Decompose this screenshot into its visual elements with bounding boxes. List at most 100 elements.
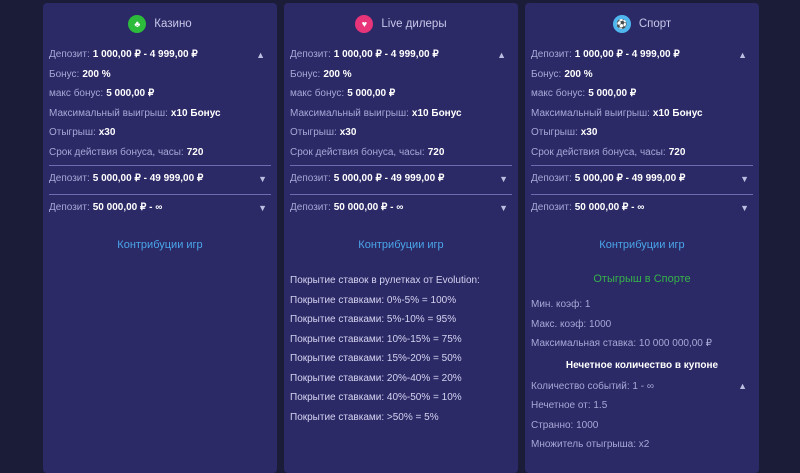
coverage-row: Покрытие ставками: 10%-15% = 75% <box>290 333 462 345</box>
card-title: Казино <box>154 18 192 30</box>
tier-1-header[interactable]: Депозит: 1 000,00 ₽ - 4 999,00 ₽ ▲ <box>284 45 518 65</box>
detail-value: 720 <box>668 146 686 158</box>
deposit-label: Депозит: <box>290 173 331 184</box>
detail-label: макс бонус: <box>290 88 345 100</box>
tier3-header[interactable]: Депозит: 50 000,00 ₽ - ∞ ▼ <box>531 194 753 220</box>
coverage-row: Покрытие ставками: >50% = 5% <box>290 411 439 423</box>
game-contributions-link[interactable]: Контрибуции игр <box>117 239 203 251</box>
detail-label: Отыгрыш: <box>49 127 96 139</box>
tier-detail-row: Бонус: 200 % <box>43 65 277 85</box>
live-dealer-icon: ♥ <box>355 15 374 33</box>
detail-label: Срок действия бонуса, часы: <box>290 146 425 158</box>
detail-label: Бонус: <box>49 68 80 80</box>
detail-label: Максимальный выигрыш: <box>531 107 650 119</box>
odd-row: Множитель отыгрыша: x2 <box>525 435 759 455</box>
deposit-value: 5 000,00 ₽ - 49 999,00 ₽ <box>333 173 445 184</box>
detail-value: 720 <box>427 146 445 158</box>
casino-chip-icon: ♣ <box>128 15 147 33</box>
tier-detail-row: макс бонус: 5 000,00 ₽ <box>43 84 277 104</box>
deposit-value: 1 000,00 ₽ - 4 999,00 ₽ <box>333 49 439 61</box>
bonus-card-0: ♣ Казино Депозит: 1 000,00 ₽ - 4 999,00 ₽… <box>43 3 277 473</box>
deposit-label: Депозит: <box>531 49 572 61</box>
coverage-row: Покрытие ставками: 40%-50% = 10% <box>290 392 462 404</box>
chevron-down-icon[interactable]: ▼ <box>740 202 749 213</box>
chevron-down-icon[interactable]: ▼ <box>258 173 267 184</box>
tier-detail-row: Срок действия бонуса, часы: 720 <box>525 143 759 163</box>
tier3-header[interactable]: Депозит: 50 000,00 ₽ - ∞ ▼ <box>49 194 271 220</box>
detail-label: Отыгрыш: <box>290 127 337 139</box>
tier-detail-row: Отыгрыш: x30 <box>43 123 277 143</box>
detail-label: макс бонус: <box>531 88 586 100</box>
sport-wager-title: Отыгрыш в Спорте <box>593 273 691 285</box>
card-title: Спорт <box>638 18 672 30</box>
tier-detail-row: Максимальный выигрыш: x10 Бонус <box>43 104 277 124</box>
soccer-ball-icon: ⚽ <box>612 15 631 33</box>
odd-row[interactable]: Количество событий: 1 - ∞ ▲ <box>525 377 759 397</box>
card-header: ♥ Live дилеры <box>284 3 518 45</box>
deposit-value: 5 000,00 ₽ - 49 999,00 ₽ <box>92 173 204 184</box>
chevron-up-icon[interactable]: ▲ <box>738 49 747 60</box>
sport-row: Макс. коэф: 1000 <box>531 318 612 330</box>
detail-label: Срок действия бонуса, часы: <box>49 146 184 158</box>
deposit-value: 1 000,00 ₽ - 4 999,00 ₽ <box>574 49 680 61</box>
deposit-label: Депозит: <box>49 173 90 184</box>
tier2-header[interactable]: Депозит: 5 000,00 ₽ - 49 999,00 ₽ ▼ <box>49 165 271 191</box>
tier-detail-row: макс бонус: 5 000,00 ₽ <box>284 84 518 104</box>
tier-detail-row: Максимальный выигрыш: x10 Бонус <box>284 104 518 124</box>
card-header: ⚽ Спорт <box>525 3 759 45</box>
detail-label: Максимальный выигрыш: <box>290 107 409 119</box>
card-title: Live дилеры <box>381 18 447 30</box>
odd-row-text: Странно: 1000 <box>531 419 599 431</box>
detail-label: Бонус: <box>290 68 321 80</box>
bonus-card-1: ♥ Live дилеры Депозит: 1 000,00 ₽ - 4 999… <box>284 3 518 473</box>
tier-detail-row: Бонус: 200 % <box>284 65 518 85</box>
odd-row: Странно: 1000 <box>525 416 759 436</box>
chevron-down-icon[interactable]: ▼ <box>499 173 508 184</box>
card-header: ♣ Казино <box>43 3 277 45</box>
deposit-value: 1 000,00 ₽ - 4 999,00 ₽ <box>92 49 198 61</box>
deposit-label: Депозит: <box>531 202 572 213</box>
detail-value: x10 Бонус <box>170 107 221 119</box>
tier3-header[interactable]: Депозит: 50 000,00 ₽ - ∞ ▼ <box>290 194 512 220</box>
chevron-down-icon[interactable]: ▼ <box>499 202 508 213</box>
detail-value: 720 <box>186 146 204 158</box>
chevron-up-icon[interactable]: ▲ <box>256 49 265 60</box>
detail-value: 200 % <box>564 68 593 80</box>
odd-row: Нечетное от: 1.5 <box>525 396 759 416</box>
tier2-header[interactable]: Депозит: 5 000,00 ₽ - 49 999,00 ₽ ▼ <box>531 165 753 191</box>
tier2-header[interactable]: Депозит: 5 000,00 ₽ - 49 999,00 ₽ ▼ <box>290 165 512 191</box>
detail-value: x30 <box>98 127 116 139</box>
deposit-value: 50 000,00 ₽ - ∞ <box>574 202 645 213</box>
bonus-card-2: ⚽ Спорт Депозит: 1 000,00 ₽ - 4 999,00 ₽ ▲… <box>525 3 759 473</box>
tier-detail-row: макс бонус: 5 000,00 ₽ <box>525 84 759 104</box>
deposit-label: Депозит: <box>290 202 331 213</box>
tier-detail-row: Бонус: 200 % <box>525 65 759 85</box>
detail-value: 200 % <box>323 68 352 80</box>
chevron-down-icon[interactable]: ▼ <box>740 173 749 184</box>
coverage-row: Покрытие ставками: 20%-40% = 20% <box>290 372 462 384</box>
tier-detail-row: Срок действия бонуса, часы: 720 <box>43 143 277 163</box>
detail-value: 5 000,00 ₽ <box>588 88 637 100</box>
tier-detail-row: Срок действия бонуса, часы: 720 <box>284 143 518 163</box>
chevron-down-icon[interactable]: ▼ <box>258 202 267 213</box>
deposit-value: 50 000,00 ₽ - ∞ <box>333 202 404 213</box>
tier-1-header[interactable]: Депозит: 1 000,00 ₽ - 4 999,00 ₽ ▲ <box>525 45 759 65</box>
chevron-up-icon[interactable]: ▲ <box>738 381 747 392</box>
coverage-row: Покрытие ставок в рулетках от Evolution: <box>290 275 480 287</box>
sport-row: Мин. коэф: 1 <box>531 299 591 311</box>
detail-label: макс бонус: <box>49 88 104 100</box>
game-contributions-link[interactable]: Контрибуции игр <box>358 239 444 251</box>
detail-value: 5 000,00 ₽ <box>347 88 396 100</box>
deposit-value: 5 000,00 ₽ - 49 999,00 ₽ <box>574 173 686 184</box>
deposit-label: Депозит: <box>531 173 572 184</box>
detail-label: Отыгрыш: <box>531 127 578 139</box>
deposit-label: Депозит: <box>290 49 331 61</box>
detail-value: x10 Бонус <box>411 107 462 119</box>
detail-value: x30 <box>339 127 357 139</box>
tier-1-header[interactable]: Депозит: 1 000,00 ₽ - 4 999,00 ₽ ▲ <box>43 45 277 65</box>
chevron-up-icon[interactable]: ▲ <box>497 49 506 60</box>
game-contributions-link[interactable]: Контрибуции игр <box>599 239 685 251</box>
detail-value: x10 Бонус <box>652 107 703 119</box>
detail-label: Бонус: <box>531 68 562 80</box>
tier-detail-row: Отыгрыш: x30 <box>284 123 518 143</box>
